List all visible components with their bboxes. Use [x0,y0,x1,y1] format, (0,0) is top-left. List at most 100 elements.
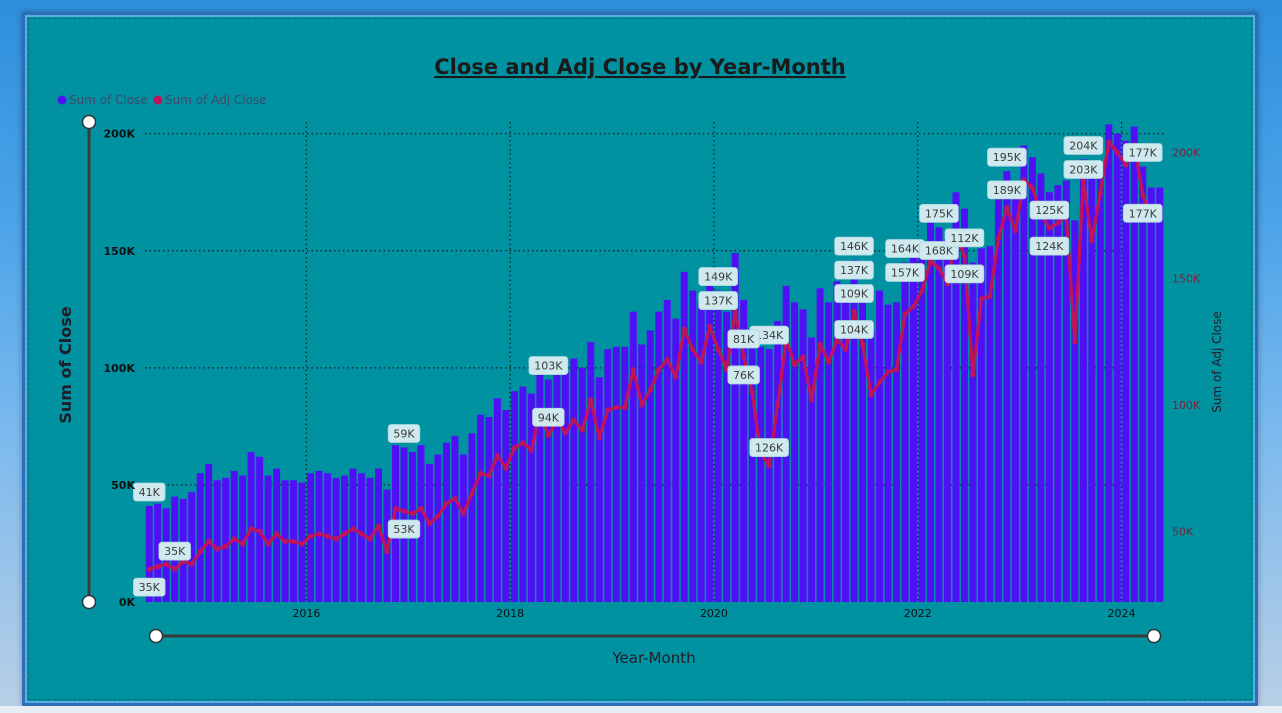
y-slider-handle-bottom[interactable] [81,594,97,610]
adj-close-point[interactable] [392,505,399,512]
adj-close-point[interactable] [622,404,628,411]
close-bar[interactable] [341,475,349,602]
close-bar[interactable] [723,311,731,602]
adj-close-point[interactable] [715,346,721,352]
adj-close-point[interactable] [274,531,280,537]
adj-close-point[interactable] [987,293,993,299]
close-bar[interactable] [375,468,383,602]
adj-close-point[interactable] [367,536,373,542]
adj-close-point[interactable] [1004,205,1010,211]
close-bar[interactable] [570,358,578,602]
adj-close-point[interactable] [520,440,526,446]
close-bar[interactable] [154,503,162,602]
adj-close-point[interactable] [214,546,220,552]
adj-close-point[interactable] [486,473,492,479]
close-bar[interactable] [485,417,493,602]
adj-close-point[interactable] [197,548,203,555]
close-bar[interactable] [442,442,450,602]
close-bar[interactable] [1147,187,1155,602]
close-bar[interactable] [960,208,968,602]
adj-close-point[interactable] [893,366,900,373]
adj-close-point[interactable] [656,366,662,373]
adj-close-point[interactable] [341,531,348,537]
close-bar[interactable] [1139,166,1147,603]
adj-close-point[interactable] [859,341,866,347]
adj-close-point[interactable] [282,538,288,544]
close-bar[interactable] [1130,126,1138,603]
close-bar[interactable] [867,330,875,602]
close-bar[interactable] [1020,145,1028,603]
adj-close-point[interactable] [240,541,246,547]
close-bar[interactable] [1079,159,1087,602]
adj-close-line[interactable] [146,139,1163,572]
adj-close-point[interactable] [291,538,297,544]
close-bar[interactable] [519,386,527,602]
close-bar[interactable] [264,475,272,602]
close-bar[interactable] [553,360,561,602]
close-bar[interactable] [145,506,153,602]
close-bar[interactable] [621,346,629,602]
close-bar[interactable] [952,192,960,602]
close-bar[interactable] [629,311,637,602]
close-bar[interactable] [994,196,1002,603]
adj-close-point[interactable] [426,521,433,527]
adj-close-point[interactable] [588,397,594,403]
adj-close-point[interactable] [206,538,212,544]
adj-close-point[interactable] [1046,225,1052,231]
x-zoom-slider[interactable] [148,628,1162,644]
adj-close-point[interactable] [307,533,314,539]
close-bar[interactable] [1003,171,1011,603]
adj-close-point[interactable] [732,308,738,315]
adj-close-point[interactable] [324,533,331,539]
adj-close-point[interactable] [749,389,755,395]
close-bar[interactable] [799,309,807,602]
adj-close-point[interactable] [545,432,551,438]
adj-close-point[interactable] [647,387,653,393]
close-bar[interactable] [876,290,884,602]
close-bar[interactable] [1113,133,1121,602]
adj-close-point[interactable] [511,445,517,451]
close-bar[interactable] [1045,192,1053,602]
close-bar[interactable] [672,318,680,602]
adj-close-point[interactable] [885,369,891,375]
adj-close-point[interactable] [664,356,670,363]
adj-close-point[interactable] [1055,220,1061,226]
adj-close-point[interactable] [163,561,169,567]
adj-close-point[interactable] [919,288,925,294]
close-bar[interactable] [706,269,714,602]
adj-close-point[interactable] [690,346,696,352]
adj-close-point[interactable] [1012,228,1018,234]
adj-close-point[interactable] [1123,162,1129,168]
close-bar[interactable] [587,342,595,602]
adj-close-point[interactable] [265,541,271,547]
close-bar[interactable] [943,239,951,602]
adj-close-point[interactable] [605,407,611,413]
x-slider-handle-right[interactable] [1146,628,1162,644]
close-bar[interactable] [1105,124,1113,602]
adj-close-point[interactable] [257,528,263,534]
close-bar[interactable] [196,473,204,602]
adj-close-point[interactable] [443,500,450,507]
close-bar[interactable] [493,398,501,602]
adj-close-point[interactable] [401,508,407,514]
close-bar[interactable] [527,393,535,602]
adj-close-point[interactable] [223,543,229,550]
adj-close-point[interactable] [1029,185,1035,191]
close-bar[interactable] [893,302,900,602]
adj-close-point[interactable] [851,308,857,315]
adj-close-point[interactable] [435,513,441,519]
adj-close-point[interactable] [808,397,815,403]
adj-close-point[interactable] [817,341,823,347]
close-bar[interactable] [239,475,247,602]
close-bar[interactable] [825,302,833,602]
close-bar[interactable] [213,480,221,602]
close-bar[interactable] [697,302,705,602]
close-bar[interactable] [604,349,612,602]
adj-close-point[interactable] [1114,149,1120,155]
x-slider-handle-left[interactable] [148,628,164,644]
adj-close-point[interactable] [375,523,382,529]
adj-close-point[interactable] [707,324,713,330]
close-bar[interactable] [918,241,926,603]
adj-close-point[interactable] [995,235,1002,241]
adj-close-point[interactable] [358,531,365,537]
